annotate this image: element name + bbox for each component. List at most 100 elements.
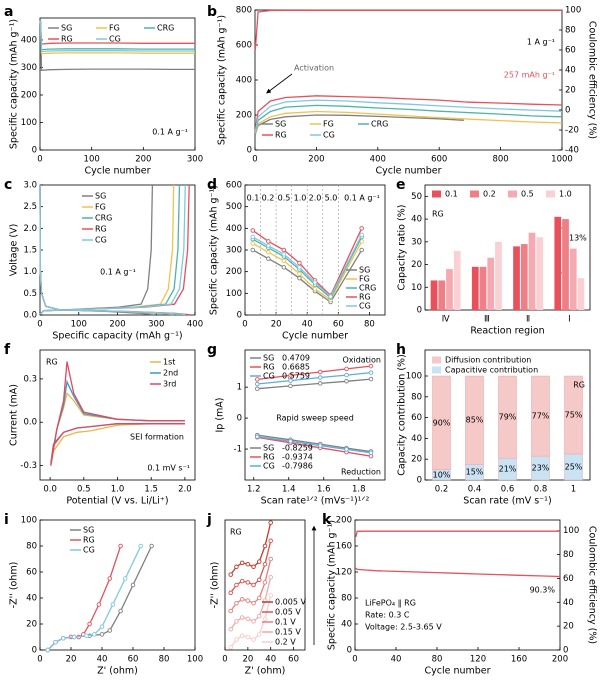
y-axis-label: Specific capacity (mAh g⁻¹) <box>327 520 338 650</box>
x-tick-label: 300 <box>148 320 164 330</box>
data-point <box>71 634 77 640</box>
activation-arrow <box>266 73 293 94</box>
data-point <box>251 564 256 570</box>
data-point <box>368 376 374 382</box>
legend-swatch <box>470 190 479 198</box>
data-point <box>344 372 349 378</box>
data-point <box>91 632 97 637</box>
y2-tick-label: -20 <box>565 126 579 136</box>
data-line <box>39 184 175 316</box>
data-point <box>107 576 112 581</box>
data-point <box>262 580 268 585</box>
bar-segment <box>432 375 451 470</box>
data-point <box>228 608 233 614</box>
y-tick-label: 500 <box>226 202 242 212</box>
data-point <box>149 543 154 549</box>
y-tick-label: 40 <box>411 215 422 225</box>
y-tick-label: 10 <box>411 283 422 293</box>
legend-slope: -0.7986 <box>282 462 313 471</box>
x-tick-label: 0 <box>37 655 42 665</box>
x-axis-label: Z' (ohm) <box>97 666 138 677</box>
annotation: Activation <box>294 64 334 73</box>
x-axis-label: Scan rate¹ᐟ² (mVs⁻¹)¹ᐟ² <box>261 496 370 507</box>
y-tick-label: 2.5 <box>23 202 37 212</box>
y-tick-label: 60 <box>411 413 422 423</box>
x-tick-label: 800 <box>492 155 508 165</box>
y2-axis-label: Coulombic efficiency (%) <box>587 21 598 139</box>
panel-label: i <box>4 512 9 528</box>
y-tick-label: 80 <box>26 542 37 552</box>
data-point <box>297 275 302 281</box>
y-tick-label: 60 <box>26 568 37 578</box>
legend-label: CG <box>359 302 371 311</box>
y-tick-label: 40 <box>26 594 37 604</box>
value-label: 25% <box>565 463 583 472</box>
bar <box>562 219 569 310</box>
y2-tick-label: 100 <box>565 6 581 16</box>
x-tick-label: 60 <box>288 655 299 665</box>
y2-tick-label: -40 <box>565 146 579 156</box>
y2-tick-label: 20 <box>563 622 574 632</box>
data-point <box>318 375 323 380</box>
bar <box>453 250 461 310</box>
data-point <box>262 616 268 622</box>
y-tick-label: 2.0 <box>23 224 37 234</box>
y2-tick-label: 60 <box>565 46 576 56</box>
x-tick-label: 400 <box>370 155 386 165</box>
data-point <box>254 386 260 391</box>
legend-label: 0.1 V <box>275 618 296 627</box>
data-point <box>344 379 349 384</box>
y-tick-label: 3.0 <box>23 181 37 191</box>
data-point <box>318 443 323 448</box>
bar <box>495 241 502 310</box>
legend-label: CG <box>323 131 335 140</box>
plot-frame <box>39 184 196 316</box>
data-point <box>262 543 268 549</box>
value-label: 75% <box>565 411 583 420</box>
x-tick-label: 200 <box>552 655 568 665</box>
bar <box>487 257 495 310</box>
x-tick-label: 120 <box>470 655 486 665</box>
data-point <box>251 619 256 624</box>
plot-frame <box>224 519 306 651</box>
y-tick-label: 0 <box>237 311 242 321</box>
panel-label: e <box>396 177 406 193</box>
x-tick-label: 200 <box>135 155 151 165</box>
annotation: RG <box>573 381 585 390</box>
data-point <box>268 538 273 544</box>
annotation: Voltage: 2.5-3.65 V <box>365 623 442 632</box>
x-tick-label: 0 <box>37 320 42 330</box>
data-point <box>245 580 251 585</box>
x-axis-label: Cycle number <box>282 331 348 342</box>
y-tick-label: 0.0 <box>23 311 37 321</box>
legend-label: SG <box>263 354 274 363</box>
data-point <box>245 634 251 640</box>
y2-tick-label: 60 <box>563 574 574 584</box>
bar <box>569 248 577 310</box>
x-tick-label: 0 <box>252 155 257 165</box>
y-tick-label: 100 <box>21 516 37 526</box>
x-tick-label: Ⅰ <box>568 315 571 325</box>
legend-label: CRG <box>157 24 174 33</box>
annotation: 0.2 <box>262 194 275 203</box>
data-point <box>239 633 245 638</box>
legend-label: SG <box>263 444 274 453</box>
y-axis-label: Specific capacity (mAh g⁻¹) <box>9 19 20 149</box>
y2-tick-label: 80 <box>563 550 574 560</box>
annotation: RG <box>432 210 444 219</box>
y-tick-label: 200 <box>226 267 242 277</box>
x-tick-label: 400 <box>187 320 203 330</box>
legend-label: CG <box>95 236 107 245</box>
plot-frame <box>354 519 561 651</box>
y-tick-label: 300 <box>21 63 37 73</box>
legend-swatch <box>508 190 517 198</box>
y2-tick-label: 0 <box>563 646 568 656</box>
y-tick-label: 100 <box>226 289 242 299</box>
data-line <box>257 378 372 390</box>
panel-label: a <box>4 4 13 20</box>
x-tick-label: 100 <box>71 320 87 330</box>
legend-label: CG <box>263 462 275 471</box>
data-point <box>250 234 256 240</box>
data-point <box>87 621 92 627</box>
data-point <box>368 370 374 375</box>
